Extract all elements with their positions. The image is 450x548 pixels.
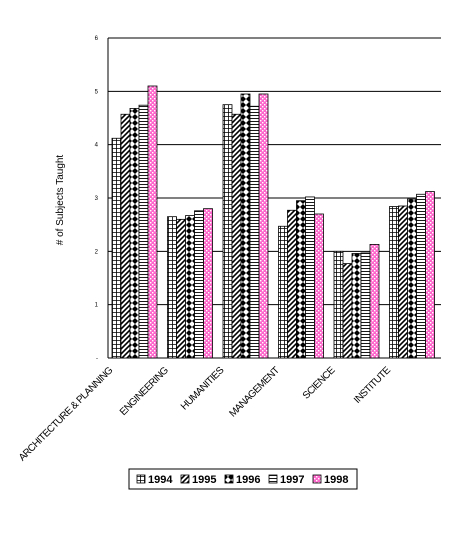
legend: 1994 1995 1996 1997 1998 [128, 468, 358, 490]
category-label: ENGINEERING [118, 365, 171, 418]
y-tick-label: 2 [95, 249, 99, 255]
legend-swatch-1996 [224, 474, 234, 484]
bar-1995-0 [120, 113, 131, 359]
legend-swatch-1997 [268, 474, 278, 484]
bar-1994-0 [111, 137, 122, 359]
bar-1995-1 [176, 218, 186, 359]
bar-1995-5 [398, 205, 408, 359]
bar-1996-0 [129, 108, 140, 359]
bar-1994-3 [278, 225, 288, 359]
legend-swatch-1998 [312, 474, 322, 484]
legend-swatch-1994 [136, 474, 146, 484]
bar-1998-2 [258, 93, 269, 359]
category-label: SCIENCE [301, 365, 338, 402]
y-tick-label: 3 [95, 196, 99, 202]
bars [111, 85, 435, 359]
bar-1996-1 [185, 215, 195, 359]
axes [107, 38, 441, 359]
y-tick-label: 4 [95, 143, 99, 149]
y-tick-label: 1 [95, 303, 99, 309]
bar-1995-2 [231, 113, 242, 359]
legend-label-1995: 1995 [192, 474, 216, 486]
bar-1996-5 [407, 198, 417, 359]
bar-1998-1 [203, 208, 213, 359]
bar-1997-4 [360, 252, 371, 359]
legend-label-1997: 1997 [280, 474, 304, 486]
bar-1997-3 [305, 196, 315, 359]
bar-1996-4 [351, 253, 362, 359]
bar-1996-3 [296, 200, 306, 359]
bar-1996-2 [240, 93, 251, 359]
y-tick-labels: - 1 2 3 4 5 6 [95, 36, 99, 362]
y-tick-label: - [96, 356, 98, 362]
bar-1997-0 [138, 104, 149, 359]
legend-label-1998: 1998 [324, 474, 348, 486]
y-tick-label: 6 [95, 36, 99, 42]
bar-1998-5 [425, 191, 435, 359]
category-label: MANAGEMENT [227, 365, 282, 420]
legend-swatch-1995 [180, 474, 190, 484]
bar-1994-1 [167, 216, 177, 359]
bar-1997-1 [194, 210, 204, 359]
category-label: INSTITUTE [352, 365, 393, 406]
gridlines [108, 37, 441, 306]
legend-label-1994: 1994 [148, 474, 173, 486]
y-axis-label: # of Subjects Taught [55, 155, 66, 246]
bar-1994-2 [222, 104, 233, 359]
category-label: HUMANITIES [179, 365, 227, 413]
bar-1998-4 [369, 243, 380, 359]
bar-1995-3 [287, 209, 297, 359]
category-label: ARCHITECTURE & PLANNING [17, 365, 116, 464]
bar-1994-5 [389, 206, 399, 359]
legend-label-1996: 1996 [236, 474, 260, 486]
bar-1998-3 [314, 213, 324, 359]
category-labels: ARCHITECTURE & PLANNING ENGINEERING HUMANI… [17, 365, 393, 464]
y-tick-label: 5 [95, 89, 99, 95]
bar-1997-5 [416, 193, 426, 359]
bar-1997-2 [249, 105, 260, 359]
legend-box [128, 468, 358, 490]
bar-1998-0 [147, 85, 158, 359]
bar-1994-4 [333, 250, 344, 359]
bar-1995-4 [342, 263, 353, 359]
